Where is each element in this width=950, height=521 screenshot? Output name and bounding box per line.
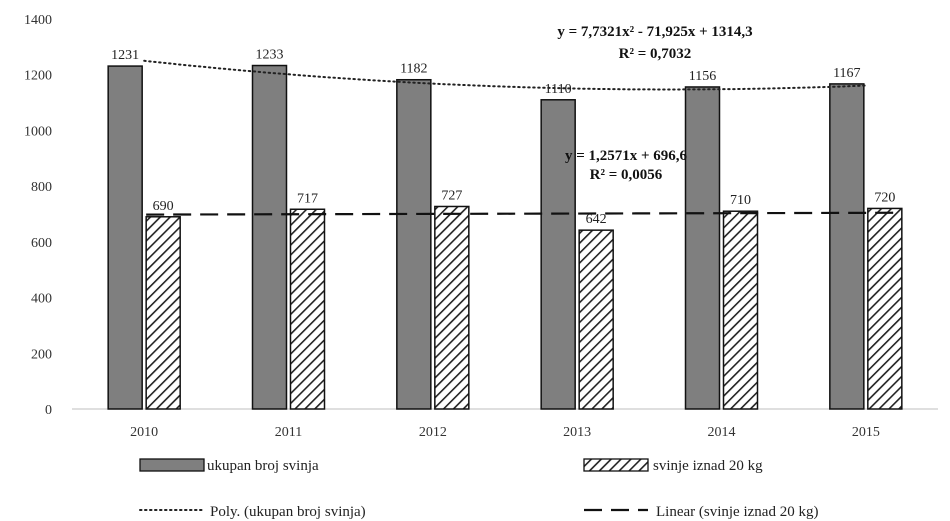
data-label: 710 (730, 193, 751, 208)
bar-svinje-iznad-20kg (867, 207, 903, 410)
data-label: 1110 (545, 82, 572, 97)
legend-label-poly: Poly. (ukupan broj svinja) (210, 504, 366, 520)
linear-r2: R² = 0,0056 (590, 167, 663, 183)
bar-ukupan-broj-svinja (396, 78, 432, 410)
bar-svinje-iznad-20kg (722, 210, 759, 410)
linear-equation: y = 1,2571x + 696,6 (565, 148, 688, 164)
bar-ukupan-broj-svinja (107, 65, 143, 410)
data-label: 727 (441, 188, 462, 203)
y-tick-label: 1000 (24, 124, 52, 139)
y-tick-label: 0 (45, 403, 52, 418)
bar-ukupan-broj-svinja (540, 99, 576, 410)
bar-svinje-iznad-20kg (434, 205, 470, 410)
legend-swatch-ukupan (139, 458, 205, 472)
y-tick-label: 1200 (24, 69, 52, 84)
data-label: 690 (153, 199, 174, 214)
x-tick-label: 2012 (419, 425, 447, 440)
data-label: 720 (874, 190, 895, 205)
bar-ukupan-broj-svinja (251, 64, 288, 410)
trendlines (143, 59, 902, 216)
y-tick-label: 1400 (24, 13, 52, 28)
trendline-poly (143, 59, 867, 91)
x-tick-label: 2015 (852, 425, 880, 440)
data-label: 1233 (256, 48, 284, 63)
bar-svinje-iznad-20kg (289, 208, 326, 410)
x-tick-label: 2011 (275, 425, 302, 440)
legend-label-linear: Linear (svinje iznad 20 kg) (656, 504, 818, 520)
data-label: 1231 (111, 48, 139, 63)
data-label: 642 (586, 212, 607, 227)
x-tick-label: 2013 (563, 425, 591, 440)
legend: ukupan broj svinja svinje iznad 20 kg Poly… (139, 458, 818, 520)
data-labels: 1231 690 1233 717 1182 727 1110 642 1156 710 1167 7… (111, 48, 895, 228)
y-tick-label: 200 (31, 347, 52, 362)
axes: 0 200 400 600 800 1000 1200 1400 2010 2011 2012 201… (24, 13, 938, 440)
trendline-linear (146, 211, 902, 216)
data-label: 1167 (833, 66, 860, 81)
bars (107, 64, 903, 410)
data-label: 1182 (400, 62, 427, 77)
data-label: 1156 (689, 69, 716, 84)
y-tick-label: 800 (31, 180, 52, 195)
y-tick-label: 400 (31, 292, 52, 307)
legend-label-ukupan: ukupan broj svinja (207, 458, 319, 474)
x-tick-label: 2014 (708, 425, 736, 440)
bar-ukupan-broj-svinja (684, 86, 721, 410)
data-label: 717 (297, 191, 318, 206)
bar-svinje-iznad-20kg (145, 216, 181, 410)
poly-equation: y = 7,7321x² - 71,925x + 1314,3 (557, 24, 752, 40)
poly-r2: R² = 0,7032 (619, 46, 692, 62)
legend-label-svinje: svinje iznad 20 kg (653, 458, 763, 474)
y-tick-label: 600 (31, 236, 52, 251)
bar-ukupan-broj-svinja (829, 83, 865, 410)
trendline-equations: y = 7,7321x² - 71,925x + 1314,3 R² = 0,70… (557, 24, 752, 183)
bar-svinje-iznad-20kg (578, 229, 614, 410)
x-tick-label: 2010 (130, 425, 158, 440)
legend-swatch-svinje (583, 458, 649, 472)
